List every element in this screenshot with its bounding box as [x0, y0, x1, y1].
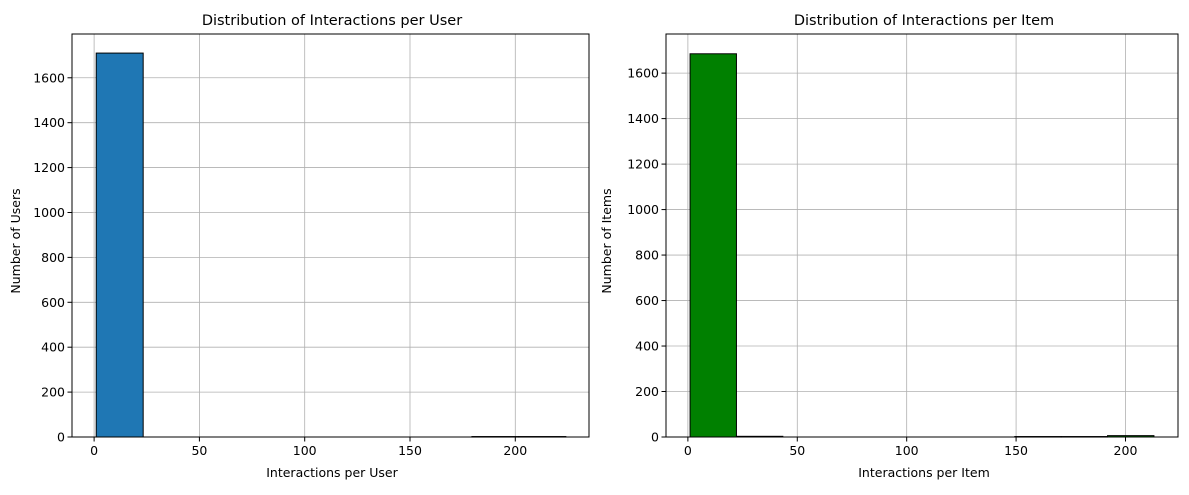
panel-users: Distribution of Interactions per User In…: [8, 13, 590, 480]
y-tick-label-items: 1000: [627, 202, 659, 217]
y-tick-label-items: 1600: [627, 66, 659, 81]
x-axis-label-users: Interactions per User: [266, 465, 398, 480]
plot-area-items: 0 50 100 150 200 0 200 400 600 800 1000 1200 1400 160…: [627, 33, 1179, 458]
y-tick-label-users: 1200: [33, 160, 65, 175]
y-tick-label-items: 0: [651, 430, 659, 445]
histogram-bar-items-0: [689, 53, 737, 438]
axes-frame-items: [665, 33, 1179, 438]
y-tick-label-items: 800: [635, 248, 659, 263]
y-tick-label-items: 200: [635, 384, 659, 399]
axes-frame-users: [71, 33, 590, 438]
x-tick-label-users: 0: [90, 443, 98, 458]
y-tick-label-items: 400: [635, 339, 659, 354]
y-tick-label-users: 800: [41, 250, 65, 265]
y-tick-label-users: 400: [41, 340, 65, 355]
y-tick-label-users: 0: [57, 430, 65, 445]
y-axis-label-items: Number of Items: [599, 188, 614, 293]
x-tick-label-items: 100: [895, 443, 919, 458]
x-tick-label-users: 100: [293, 443, 317, 458]
x-tick-label-items: 50: [789, 443, 805, 458]
histogram-bar-users-0: [95, 52, 144, 438]
y-tick-label-items: 1200: [627, 157, 659, 172]
x-tick-label-users: 50: [191, 443, 207, 458]
x-axis-label-items: Interactions per Item: [858, 465, 990, 480]
x-tick-label-users: 200: [503, 443, 527, 458]
y-tick-label-items: 1400: [627, 111, 659, 126]
y-tick-label-users: 600: [41, 295, 65, 310]
y-tick-label-users: 200: [41, 385, 65, 400]
panel-items: Distribution of Interactions per Item In…: [599, 13, 1179, 480]
x-tick-label-items: 150: [1004, 443, 1028, 458]
y-tick-label-users: 1400: [33, 115, 65, 130]
x-tick-label-users: 150: [398, 443, 422, 458]
chart-title-items: Distribution of Interactions per Item: [794, 13, 1054, 29]
y-axis-label-users: Number of Users: [8, 188, 23, 293]
x-tick-label-items: 0: [684, 443, 692, 458]
chart-title-users: Distribution of Interactions per User: [202, 13, 462, 29]
y-tick-label-users: 1600: [33, 70, 65, 85]
y-tick-label-items: 600: [635, 293, 659, 308]
x-tick-label-items: 200: [1114, 443, 1138, 458]
plot-area-users: 0 50 100 150 200 0 200 400 600 800 1000 1200 1400 160…: [33, 33, 590, 458]
y-tick-label-users: 1000: [33, 205, 65, 220]
